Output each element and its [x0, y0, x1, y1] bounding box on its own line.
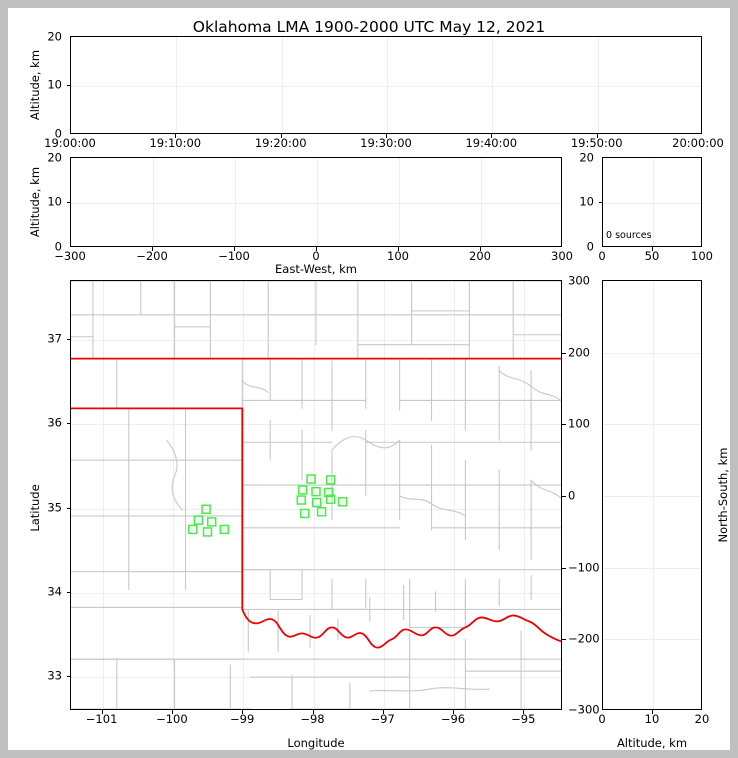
tick-time-5: 19:50:00 [570, 136, 623, 150]
lma-source-marker [316, 507, 327, 517]
axis-label-altitude-ns: Altitude, km [616, 736, 688, 750]
tick-ns-200: 200 [568, 344, 590, 359]
tick-ns-alt-20: 20 [694, 712, 710, 726]
source-count-annotation: 0 sources [606, 230, 652, 241]
tick-ns-0: 0 [568, 488, 576, 503]
tick-time-3: 19:30:00 [360, 136, 412, 150]
lma-source-marker [219, 524, 230, 535]
oklahoma-state-border [71, 357, 561, 649]
tick-time-4: 19:40:00 [465, 136, 518, 150]
tick-ew-3: 0 [312, 249, 320, 263]
axis-label-longitude: Longitude [287, 736, 345, 750]
tick-lon-0: −101 [85, 712, 118, 726]
tick-lat-34: 34 [47, 584, 62, 599]
panel-altitude-histogram[interactable] [602, 157, 702, 247]
lma-source-marker [325, 494, 336, 504]
panel-north-south-vs-altitude[interactable] [602, 280, 702, 710]
tick-time-alt-10: 10 [47, 77, 62, 92]
panel-time-vs-altitude[interactable] [70, 36, 702, 134]
lma-source-marker [311, 497, 322, 508]
tick-time-2: 19:20:00 [254, 136, 307, 150]
lma-source-marker [202, 527, 213, 537]
lma-source-marker [311, 486, 321, 497]
tick-hist-y-20: 20 [579, 150, 594, 165]
axis-label-altitude-ew: Altitude, km [28, 166, 42, 238]
lma-source-marker [300, 508, 310, 519]
lma-source-marker [297, 485, 308, 495]
page-title: Oklahoma LMA 1900-2000 UTC May 12, 2021 [192, 18, 546, 36]
axis-label-latitude: Latitude [28, 484, 42, 532]
tick-lon-2: −99 [230, 712, 255, 726]
tick-lat-35: 35 [47, 499, 62, 514]
tick-ns-alt-10: 10 [644, 712, 660, 726]
tick-ew-2: −100 [218, 249, 250, 263]
tick-lon-3: −98 [300, 712, 325, 726]
tick-lat-33: 33 [47, 668, 62, 683]
tick-ew-0: −300 [54, 249, 86, 263]
tick-hist-y-10: 10 [579, 194, 594, 209]
tick-hist-x-50: 50 [644, 249, 660, 263]
axis-label-east-west: East-West, km [275, 262, 357, 276]
lma-source-marker [188, 524, 198, 535]
lma-source-marker [337, 496, 348, 507]
tick-ew-1: −200 [136, 249, 168, 263]
tick-ns-n200: −200 [568, 631, 600, 646]
tick-ew-6: 300 [551, 249, 573, 263]
lma-source-marker [306, 474, 316, 484]
lma-source-marker [206, 517, 217, 527]
lma-source-marker [323, 487, 334, 498]
figure-canvas: Oklahoma LMA 1900-2000 UTC May 12, 2021 … [8, 8, 730, 750]
tick-ns-n300: −300 [568, 702, 600, 717]
map-geometry [71, 281, 561, 709]
tick-lon-4: −97 [370, 712, 395, 726]
panel-plan-view-map[interactable] [70, 280, 562, 710]
tick-ew-alt-20: 20 [47, 150, 62, 165]
tick-time-0: 19:00:00 [44, 136, 96, 150]
tick-lon-5: −96 [440, 712, 466, 726]
tick-ew-alt-10: 10 [47, 194, 62, 209]
tick-lat-37: 37 [47, 331, 62, 346]
tick-ns-300: 300 [568, 273, 590, 288]
tick-ew-4: 100 [387, 249, 409, 263]
tick-time-alt-0: 0 [54, 126, 62, 141]
axis-label-north-south: North-South, km [716, 447, 730, 543]
tick-lat-36: 36 [47, 415, 62, 430]
tick-ns-100: 100 [568, 416, 590, 431]
tick-time-1: 19:10:00 [149, 136, 202, 150]
lma-source-marker [325, 475, 336, 485]
tick-lon-1: −100 [156, 712, 188, 726]
lma-source-marker [296, 495, 307, 505]
lma-source-marker [193, 515, 204, 525]
tick-time-alt-20: 20 [47, 29, 62, 44]
tick-ns-n100: −100 [568, 559, 600, 574]
tick-time-6: 20:00:00 [672, 136, 724, 150]
tick-lon-6: −95 [511, 712, 536, 726]
panel-east-west-vs-altitude[interactable] [70, 157, 562, 247]
tick-ew-alt-0: 0 [54, 239, 62, 254]
county-boundaries [71, 281, 561, 709]
tick-hist-x-100: 100 [691, 249, 713, 263]
lma-source-marker [201, 504, 211, 514]
tick-hist-x-0: 0 [598, 249, 606, 263]
tick-ns-alt-0: 0 [598, 712, 606, 726]
lma-source-markers [188, 474, 348, 537]
tick-hist-y-0: 0 [586, 239, 594, 254]
axis-label-altitude-time: Altitude, km [28, 49, 42, 121]
tick-ew-5: 200 [469, 249, 491, 263]
